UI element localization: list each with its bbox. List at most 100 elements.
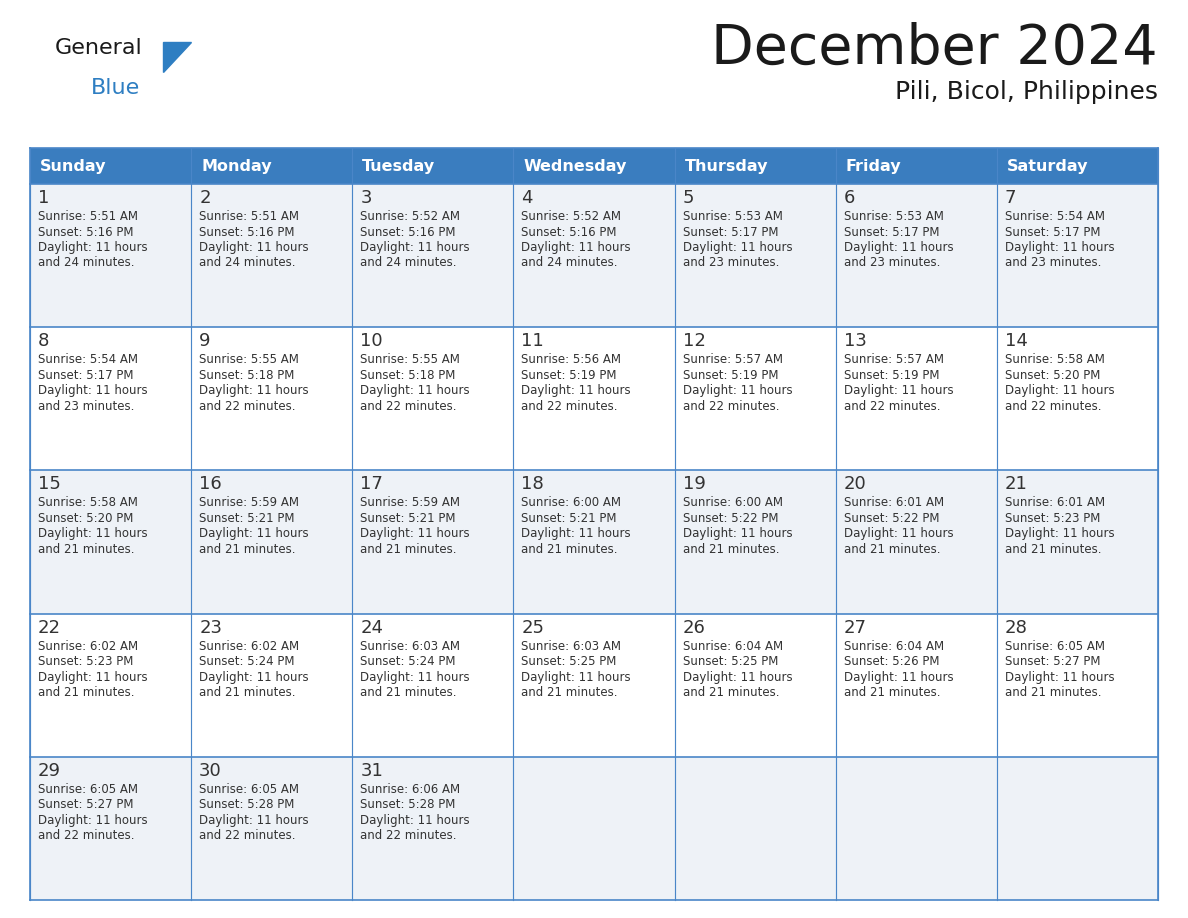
Text: Sunrise: 6:01 AM: Sunrise: 6:01 AM — [1005, 497, 1105, 509]
Text: 12: 12 — [683, 332, 706, 350]
Text: 7: 7 — [1005, 189, 1017, 207]
Bar — [191, 184, 353, 327]
Text: Daylight: 11 hours: Daylight: 11 hours — [360, 813, 470, 827]
Bar — [835, 470, 997, 613]
Text: Daylight: 11 hours: Daylight: 11 hours — [38, 241, 147, 254]
Bar — [353, 613, 513, 756]
Bar — [353, 470, 513, 613]
Text: 14: 14 — [1005, 332, 1028, 350]
Text: Friday: Friday — [846, 159, 902, 174]
Bar — [997, 756, 1158, 900]
Text: Sunrise: 5:54 AM: Sunrise: 5:54 AM — [38, 353, 138, 366]
Text: Sunset: 5:27 PM: Sunset: 5:27 PM — [1005, 655, 1100, 668]
Text: and 24 minutes.: and 24 minutes. — [522, 256, 618, 270]
Text: December 2024: December 2024 — [712, 22, 1158, 76]
Text: Daylight: 11 hours: Daylight: 11 hours — [200, 241, 309, 254]
Text: and 22 minutes.: and 22 minutes. — [683, 399, 779, 413]
Text: Sunrise: 6:06 AM: Sunrise: 6:06 AM — [360, 783, 461, 796]
Bar — [191, 756, 353, 900]
Text: and 21 minutes.: and 21 minutes. — [683, 686, 779, 700]
Text: 16: 16 — [200, 476, 222, 493]
Text: Daylight: 11 hours: Daylight: 11 hours — [360, 528, 470, 541]
Bar — [675, 756, 835, 900]
Text: Sunset: 5:17 PM: Sunset: 5:17 PM — [683, 226, 778, 239]
Text: Sunset: 5:24 PM: Sunset: 5:24 PM — [200, 655, 295, 668]
Text: Sunset: 5:16 PM: Sunset: 5:16 PM — [200, 226, 295, 239]
Text: Sunrise: 5:52 AM: Sunrise: 5:52 AM — [360, 210, 460, 223]
Text: Pili, Bicol, Philippines: Pili, Bicol, Philippines — [895, 80, 1158, 104]
Text: Sunrise: 5:51 AM: Sunrise: 5:51 AM — [38, 210, 138, 223]
Bar — [353, 184, 513, 327]
Text: Sunset: 5:16 PM: Sunset: 5:16 PM — [522, 226, 617, 239]
Text: Daylight: 11 hours: Daylight: 11 hours — [522, 385, 631, 397]
Text: Daylight: 11 hours: Daylight: 11 hours — [1005, 385, 1114, 397]
Text: Daylight: 11 hours: Daylight: 11 hours — [843, 671, 953, 684]
Text: Sunset: 5:19 PM: Sunset: 5:19 PM — [522, 369, 617, 382]
Text: Sunset: 5:16 PM: Sunset: 5:16 PM — [360, 226, 456, 239]
Text: Sunday: Sunday — [40, 159, 107, 174]
Bar — [191, 470, 353, 613]
Text: Daylight: 11 hours: Daylight: 11 hours — [683, 385, 792, 397]
Bar — [835, 613, 997, 756]
Bar — [30, 184, 191, 327]
Text: Sunset: 5:17 PM: Sunset: 5:17 PM — [843, 226, 940, 239]
Text: Sunrise: 6:04 AM: Sunrise: 6:04 AM — [683, 640, 783, 653]
Text: Blue: Blue — [91, 78, 140, 98]
Text: Sunrise: 5:53 AM: Sunrise: 5:53 AM — [683, 210, 783, 223]
Bar — [835, 327, 997, 470]
Text: Sunset: 5:20 PM: Sunset: 5:20 PM — [1005, 369, 1100, 382]
Text: Daylight: 11 hours: Daylight: 11 hours — [38, 813, 147, 827]
Text: Sunset: 5:17 PM: Sunset: 5:17 PM — [38, 369, 133, 382]
Text: Daylight: 11 hours: Daylight: 11 hours — [200, 813, 309, 827]
Text: Sunrise: 5:58 AM: Sunrise: 5:58 AM — [1005, 353, 1105, 366]
Text: 30: 30 — [200, 762, 222, 779]
Text: 20: 20 — [843, 476, 866, 493]
Text: 19: 19 — [683, 476, 706, 493]
Text: Daylight: 11 hours: Daylight: 11 hours — [522, 528, 631, 541]
Text: and 21 minutes.: and 21 minutes. — [522, 686, 618, 700]
Text: Sunrise: 6:00 AM: Sunrise: 6:00 AM — [522, 497, 621, 509]
Text: Sunset: 5:28 PM: Sunset: 5:28 PM — [200, 799, 295, 812]
Text: and 21 minutes.: and 21 minutes. — [683, 543, 779, 556]
Text: and 21 minutes.: and 21 minutes. — [200, 543, 296, 556]
Text: Daylight: 11 hours: Daylight: 11 hours — [200, 528, 309, 541]
Bar — [353, 756, 513, 900]
Text: 29: 29 — [38, 762, 61, 779]
Text: Sunset: 5:22 PM: Sunset: 5:22 PM — [843, 512, 940, 525]
Text: and 22 minutes.: and 22 minutes. — [200, 829, 296, 843]
Text: Daylight: 11 hours: Daylight: 11 hours — [843, 528, 953, 541]
Bar — [997, 470, 1158, 613]
Text: Sunrise: 5:53 AM: Sunrise: 5:53 AM — [843, 210, 943, 223]
Text: Sunrise: 6:03 AM: Sunrise: 6:03 AM — [360, 640, 460, 653]
Text: and 21 minutes.: and 21 minutes. — [843, 686, 940, 700]
Text: 5: 5 — [683, 189, 694, 207]
Bar — [675, 327, 835, 470]
Text: 2: 2 — [200, 189, 210, 207]
Text: Sunrise: 6:05 AM: Sunrise: 6:05 AM — [1005, 640, 1105, 653]
Text: and 21 minutes.: and 21 minutes. — [360, 543, 456, 556]
Text: Daylight: 11 hours: Daylight: 11 hours — [683, 241, 792, 254]
Bar — [30, 470, 191, 613]
Text: Sunset: 5:18 PM: Sunset: 5:18 PM — [360, 369, 456, 382]
Text: Daylight: 11 hours: Daylight: 11 hours — [1005, 528, 1114, 541]
Text: Sunset: 5:17 PM: Sunset: 5:17 PM — [1005, 226, 1100, 239]
Text: Tuesday: Tuesday — [362, 159, 436, 174]
Text: Sunrise: 6:05 AM: Sunrise: 6:05 AM — [200, 783, 299, 796]
Text: Sunset: 5:21 PM: Sunset: 5:21 PM — [360, 512, 456, 525]
Text: Sunset: 5:27 PM: Sunset: 5:27 PM — [38, 799, 133, 812]
Text: Sunrise: 5:52 AM: Sunrise: 5:52 AM — [522, 210, 621, 223]
Text: 11: 11 — [522, 332, 544, 350]
Bar — [513, 613, 675, 756]
Text: 1: 1 — [38, 189, 50, 207]
Text: and 23 minutes.: and 23 minutes. — [1005, 256, 1101, 270]
Text: and 21 minutes.: and 21 minutes. — [522, 543, 618, 556]
Text: Daylight: 11 hours: Daylight: 11 hours — [843, 385, 953, 397]
Text: Sunrise: 5:59 AM: Sunrise: 5:59 AM — [200, 497, 299, 509]
Text: 21: 21 — [1005, 476, 1028, 493]
Text: Sunset: 5:21 PM: Sunset: 5:21 PM — [200, 512, 295, 525]
Text: and 22 minutes.: and 22 minutes. — [38, 829, 134, 843]
Text: and 23 minutes.: and 23 minutes. — [843, 256, 940, 270]
Text: 26: 26 — [683, 619, 706, 636]
Bar — [30, 613, 191, 756]
Bar — [835, 184, 997, 327]
